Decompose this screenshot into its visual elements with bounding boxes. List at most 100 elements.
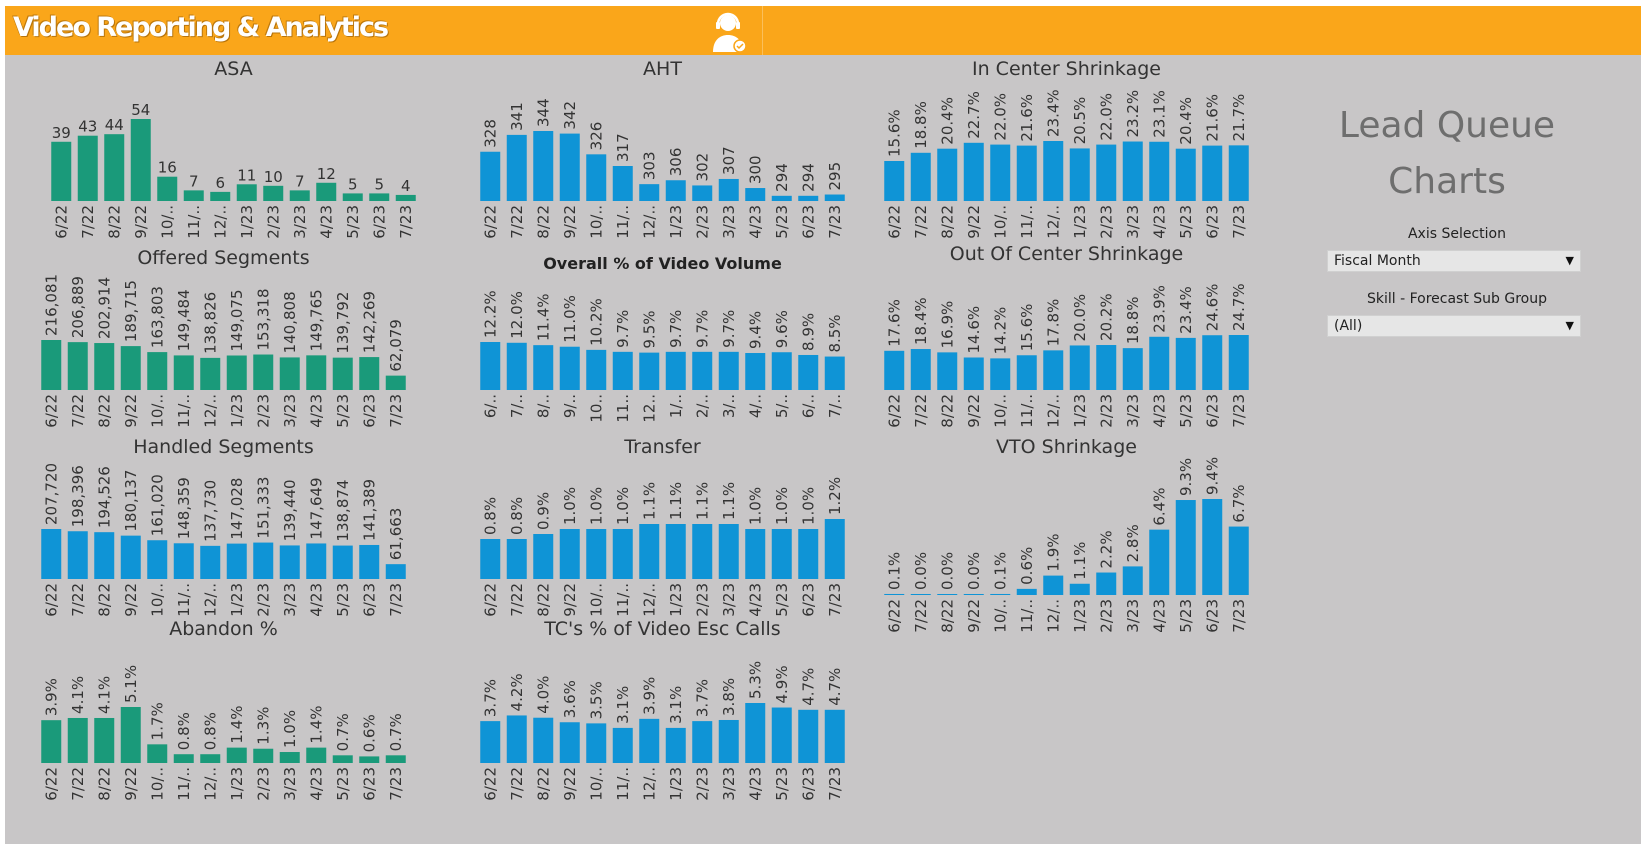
bar[interactable] (990, 593, 1011, 595)
bar[interactable] (1122, 566, 1143, 595)
bar[interactable] (480, 342, 501, 390)
bar[interactable] (1069, 583, 1090, 595)
bar[interactable] (1043, 575, 1064, 595)
bar[interactable] (120, 346, 141, 390)
bar[interactable] (506, 715, 527, 763)
bar[interactable] (332, 755, 353, 763)
bar[interactable] (67, 717, 88, 763)
bar[interactable] (798, 529, 819, 579)
bar[interactable] (639, 524, 660, 579)
bar[interactable] (1202, 335, 1223, 390)
bar[interactable] (1149, 529, 1170, 595)
bar[interactable] (559, 133, 580, 201)
bar[interactable] (533, 131, 554, 201)
bar[interactable] (745, 188, 766, 201)
bar[interactable] (200, 754, 221, 763)
bar[interactable] (51, 141, 72, 201)
bar[interactable] (1202, 499, 1223, 595)
bar[interactable] (385, 375, 406, 390)
bar[interactable] (279, 357, 300, 390)
bar[interactable] (104, 134, 125, 201)
bar[interactable] (1202, 145, 1223, 201)
bar[interactable] (1122, 348, 1143, 390)
bar[interactable] (279, 752, 300, 763)
axis-selection-dropdown[interactable]: Fiscal Month ▼ (1327, 250, 1581, 272)
bar[interactable] (369, 193, 390, 201)
bar[interactable] (289, 190, 310, 201)
bar[interactable] (480, 721, 501, 763)
bar[interactable] (824, 194, 845, 201)
bar[interactable] (1228, 145, 1249, 201)
bar[interactable] (771, 195, 792, 201)
bar[interactable] (1069, 345, 1090, 390)
bar[interactable] (1016, 145, 1037, 201)
bar[interactable] (771, 707, 792, 763)
bar[interactable] (173, 355, 194, 390)
bar[interactable] (306, 355, 327, 390)
bar[interactable] (173, 754, 194, 763)
bar[interactable] (253, 748, 274, 763)
bar[interactable] (718, 351, 739, 390)
bar[interactable] (1228, 526, 1249, 595)
bar[interactable] (910, 594, 931, 595)
bar[interactable] (316, 182, 337, 201)
bar[interactable] (1175, 337, 1196, 390)
bar[interactable] (718, 719, 739, 763)
bar[interactable] (718, 178, 739, 201)
bar[interactable] (612, 351, 633, 390)
bar[interactable] (1096, 345, 1117, 390)
bar[interactable] (1149, 141, 1170, 201)
bar[interactable] (612, 727, 633, 763)
bar[interactable] (1043, 141, 1064, 201)
bar[interactable] (1122, 141, 1143, 201)
bar[interactable] (798, 354, 819, 390)
bar[interactable] (798, 709, 819, 763)
bar[interactable] (130, 119, 151, 201)
bar[interactable] (692, 351, 713, 390)
bar[interactable] (533, 717, 554, 763)
bar[interactable] (67, 342, 88, 390)
bar[interactable] (94, 717, 115, 763)
bar[interactable] (559, 529, 580, 579)
bar[interactable] (824, 519, 845, 579)
bar[interactable] (665, 727, 686, 763)
bar[interactable] (263, 185, 284, 201)
bar[interactable] (559, 346, 580, 390)
bar[interactable] (824, 356, 845, 390)
bar[interactable] (533, 534, 554, 579)
bar[interactable] (342, 193, 363, 201)
bar[interactable] (884, 350, 905, 390)
bar[interactable] (718, 524, 739, 579)
bar[interactable] (77, 135, 98, 201)
bar[interactable] (279, 545, 300, 579)
bar[interactable] (745, 353, 766, 390)
bar[interactable] (226, 747, 247, 763)
chevron-down-icon[interactable]: ▼ (1565, 254, 1574, 267)
bar[interactable] (612, 166, 633, 201)
bar[interactable] (1096, 572, 1117, 595)
bar[interactable] (506, 539, 527, 579)
bar[interactable] (586, 154, 607, 201)
bar[interactable] (937, 148, 958, 201)
bar[interactable] (41, 720, 62, 763)
chevron-down-icon[interactable]: ▼ (1565, 319, 1574, 332)
bar[interactable] (506, 342, 527, 390)
bar[interactable] (990, 358, 1011, 390)
bar[interactable] (41, 529, 62, 579)
bar[interactable] (798, 195, 819, 201)
bar[interactable] (359, 544, 380, 579)
bar[interactable] (771, 352, 792, 390)
bar[interactable] (824, 709, 845, 763)
bar[interactable] (226, 543, 247, 579)
bar[interactable] (559, 722, 580, 763)
bar[interactable] (665, 180, 686, 201)
bar[interactable] (120, 535, 141, 579)
bar[interactable] (937, 352, 958, 390)
bar[interactable] (963, 142, 984, 201)
bar[interactable] (395, 194, 416, 201)
bar[interactable] (210, 191, 231, 201)
bar[interactable] (1149, 336, 1170, 390)
bar[interactable] (1043, 350, 1064, 390)
skill-filter-dropdown[interactable]: (All) ▼ (1327, 315, 1581, 337)
bar[interactable] (1228, 335, 1249, 390)
